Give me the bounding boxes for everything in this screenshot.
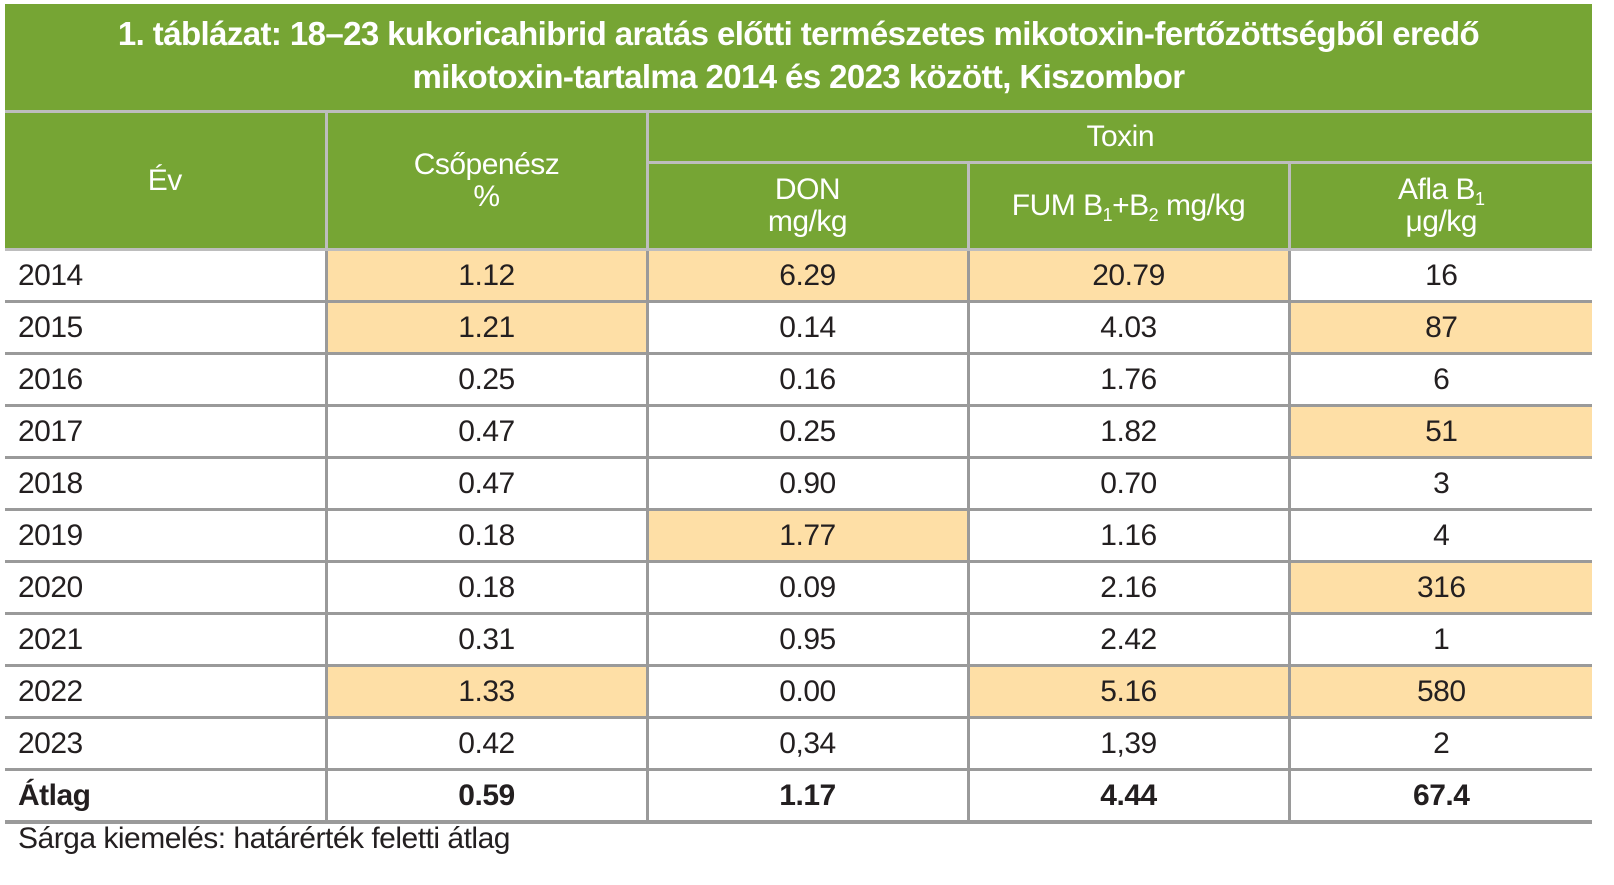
- header-fum: FUM B1+B2 mg/kg: [966, 161, 1291, 251]
- cell-ear-rot: 0.18: [324, 560, 649, 615]
- cell-afla: 4: [1287, 508, 1592, 563]
- header-fum-prefix: FUM B: [1011, 189, 1103, 222]
- cell-year: 2021: [5, 612, 328, 667]
- cell-year: 2014: [5, 248, 328, 303]
- table-row: 2014 1.12 6.29 20.79 16: [5, 248, 1592, 303]
- header-toxin-group: Toxin: [645, 110, 1592, 164]
- header-don-unit: mg/kg: [767, 205, 848, 238]
- cell-afla: 580: [1287, 664, 1592, 719]
- cell-year: 2023: [5, 716, 328, 771]
- cell-ear-rot: 0.25: [324, 352, 649, 407]
- cell-don: 0.00: [645, 664, 970, 719]
- title-line-2: mikotoxin-tartalma 2014 és 2023 között, …: [412, 58, 1185, 95]
- cell-ear-rot: 0.31: [324, 612, 649, 667]
- header-fum-sub2: 2: [1148, 205, 1159, 225]
- cell-afla: 87: [1287, 300, 1592, 355]
- header-afla: Afla B1 μg/kg: [1287, 161, 1592, 251]
- cell-afla: 2: [1287, 716, 1592, 771]
- cell-fum: 1.76: [966, 352, 1291, 407]
- header-year-label: Év: [147, 163, 183, 197]
- cell-afla: 51: [1287, 404, 1592, 459]
- table-body: 2014 1.12 6.29 20.79 16 2015 1.21 0.14 4.03 87 2…: [5, 248, 1592, 824]
- title-line-1: 1. táblázat: 18–23 kukoricahibrid aratás…: [117, 15, 1480, 52]
- cell-average-label: Átlag: [5, 768, 328, 824]
- header-fum-sub1: 1: [1102, 205, 1113, 225]
- header-year: Év: [5, 110, 328, 251]
- header-ear-rot: Csőpenész %: [324, 110, 649, 251]
- cell-ear-rot: 1.21: [324, 300, 649, 355]
- cell-afla: 6: [1287, 352, 1592, 407]
- cell-year: 2016: [5, 352, 328, 407]
- header-fum-unit: mg/kg: [1158, 189, 1246, 222]
- header-fum-mid: +B: [1112, 189, 1149, 222]
- table-title: 1. táblázat: 18–23 kukoricahibrid aratás…: [5, 4, 1592, 110]
- cell-average-ear-rot: 0.59: [324, 768, 649, 824]
- cell-year: 2018: [5, 456, 328, 511]
- table-row: 2017 0.47 0.25 1.82 51: [5, 404, 1592, 459]
- cell-fum: 4.03: [966, 300, 1291, 355]
- cell-ear-rot: 0.47: [324, 456, 649, 511]
- cell-afla: 16: [1287, 248, 1592, 303]
- highlight-legend-note: Sárga kiemelés: határérték feletti átlag: [18, 822, 510, 855]
- cell-ear-rot: 0.42: [324, 716, 649, 771]
- cell-ear-rot: 0.18: [324, 508, 649, 563]
- cell-fum: 2.16: [966, 560, 1291, 615]
- table-row: 2023 0.42 0,34 1,39 2: [5, 716, 1592, 771]
- header-don: DON mg/kg: [647, 161, 970, 251]
- header-don-label: DON: [774, 173, 841, 206]
- cell-ear-rot: 1.12: [324, 248, 649, 303]
- header-afla-label: Afla B: [1397, 173, 1476, 206]
- average-row: Átlag 0.59 1.17 4.44 67.4: [5, 768, 1592, 824]
- cell-afla: 316: [1287, 560, 1592, 615]
- cell-don: 1.77: [645, 508, 970, 563]
- cell-don: 6.29: [645, 248, 970, 303]
- table-row: 2022 1.33 0.00 5.16 580: [5, 664, 1592, 719]
- cell-afla: 3: [1287, 456, 1592, 511]
- table-row: 2018 0.47 0.90 0.70 3: [5, 456, 1592, 511]
- cell-don: 0.09: [645, 560, 970, 615]
- mycotoxin-table: Év Csőpenész % Toxin DON mg/kg FUM B1+B2…: [5, 110, 1592, 824]
- table-row: 2016 0.25 0.16 1.76 6: [5, 352, 1592, 407]
- cell-year: 2017: [5, 404, 328, 459]
- cell-don: 0.14: [645, 300, 970, 355]
- cell-fum: 1,39: [966, 716, 1291, 771]
- cell-fum: 0.70: [966, 456, 1291, 511]
- cell-average-don: 1.17: [645, 768, 970, 824]
- cell-don: 0.95: [645, 612, 970, 667]
- cell-average-afla: 67.4: [1287, 768, 1592, 824]
- cell-ear-rot: 1.33: [324, 664, 649, 719]
- table-row: 2020 0.18 0.09 2.16 316: [5, 560, 1592, 615]
- cell-fum: 5.16: [966, 664, 1291, 719]
- cell-don: 0,34: [645, 716, 970, 771]
- cell-afla: 1: [1287, 612, 1592, 667]
- cell-fum: 1.16: [966, 508, 1291, 563]
- cell-ear-rot: 0.47: [324, 404, 649, 459]
- cell-fum: 1.82: [966, 404, 1291, 459]
- table-row: 2015 1.21 0.14 4.03 87: [5, 300, 1592, 355]
- header-toxin-label: Toxin: [1086, 120, 1155, 153]
- table-row: 2019 0.18 1.77 1.16 4: [5, 508, 1592, 563]
- cell-year: 2015: [5, 300, 328, 355]
- header-afla-unit: μg/kg: [1405, 205, 1478, 238]
- header-afla-sub: 1: [1475, 189, 1485, 209]
- header-ear-rot-label: Csőpenész: [413, 147, 560, 181]
- cell-don: 0.25: [645, 404, 970, 459]
- header-ear-rot-unit: %: [473, 179, 500, 213]
- cell-year: 2019: [5, 508, 328, 563]
- cell-fum: 2.42: [966, 612, 1291, 667]
- cell-year: 2022: [5, 664, 328, 719]
- cell-don: 0.16: [645, 352, 970, 407]
- cell-don: 0.90: [645, 456, 970, 511]
- cell-average-fum: 4.44: [966, 768, 1291, 824]
- cell-fum: 20.79: [966, 248, 1291, 303]
- table-row: 2021 0.31 0.95 2.42 1: [5, 612, 1592, 667]
- table-container: 1. táblázat: 18–23 kukoricahibrid aratás…: [5, 4, 1592, 824]
- cell-year: 2020: [5, 560, 328, 615]
